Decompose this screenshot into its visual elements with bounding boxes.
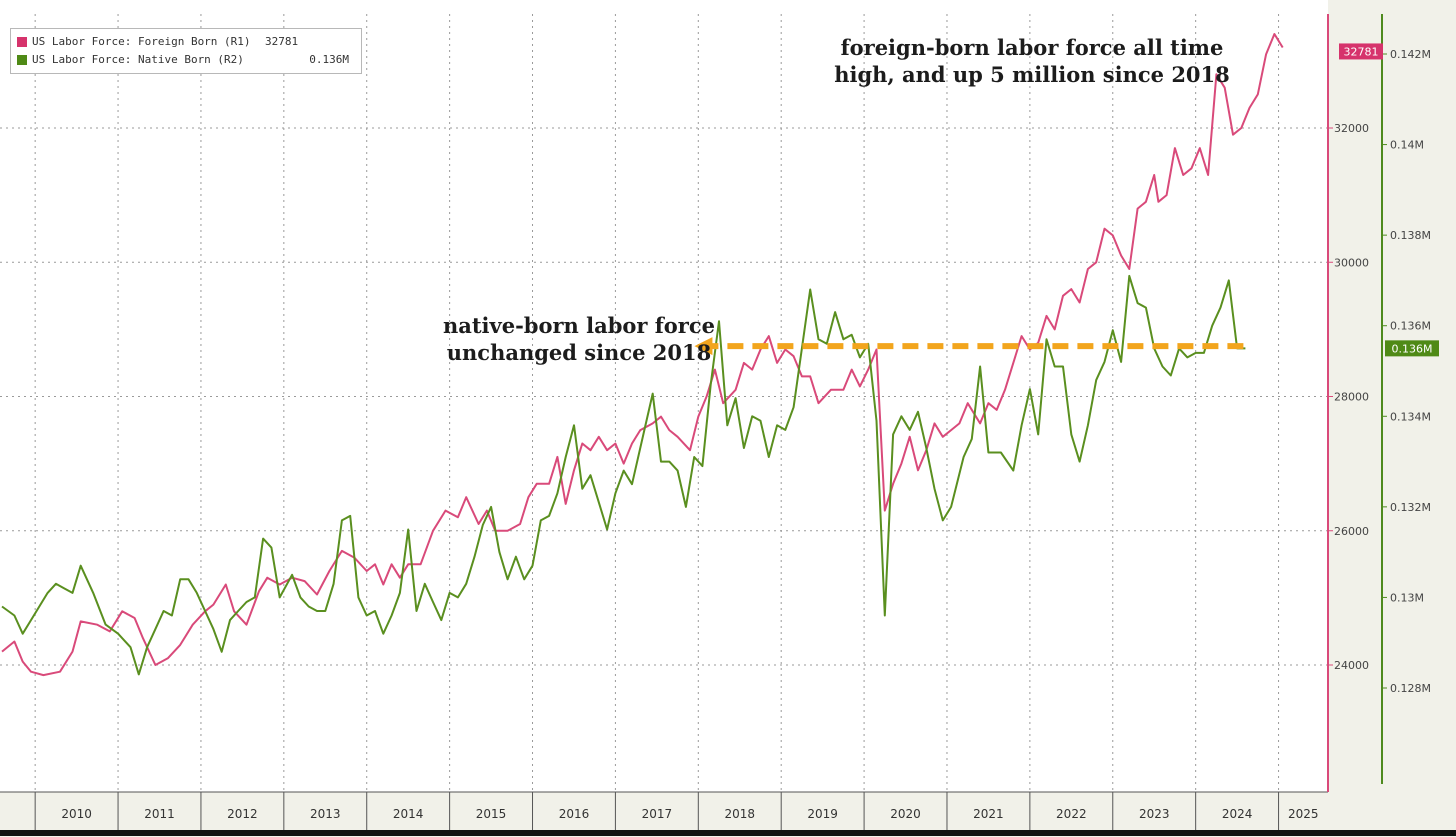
series-line-native-born bbox=[1, 274, 1246, 676]
last-value-badge-foreign-born: 32781 bbox=[1339, 43, 1383, 60]
axis-r1-tick-label: 28000 bbox=[1334, 391, 1369, 404]
axis-r2-tick-label: 0.13M bbox=[1390, 591, 1424, 604]
legend-item-foreign-born: US Labor Force: Foreign Born (R1) 32781 bbox=[17, 35, 357, 51]
x-tick-label: 2025 bbox=[1288, 807, 1319, 821]
x-tick-label: 2021 bbox=[973, 807, 1004, 821]
x-tick-label: 2020 bbox=[890, 807, 921, 821]
gridlines bbox=[0, 14, 1328, 792]
axis-r2-tick-label: 0.132M bbox=[1390, 501, 1431, 514]
x-tick-label: 2017 bbox=[642, 807, 673, 821]
axis-r1-tick-label: 32000 bbox=[1334, 122, 1369, 135]
legend-swatch-foreign-born bbox=[17, 37, 27, 47]
series-lines bbox=[1, 33, 1284, 677]
x-tick-label: 2013 bbox=[310, 807, 341, 821]
badge-text: 32781 bbox=[1344, 45, 1379, 58]
x-tick-label: 2011 bbox=[144, 807, 175, 821]
x-tick-label: 2012 bbox=[227, 807, 258, 821]
badge-bg bbox=[1385, 340, 1439, 357]
legend-item-native-born: US Labor Force: Native Born (R2) 0.136M bbox=[17, 53, 357, 69]
x-axis: 2010 2011 2012 2013 2014 2015 2016 2017 2018 2019… bbox=[0, 791, 1456, 837]
axis-panel bbox=[1328, 0, 1456, 792]
axis-r1-tick-label: 30000 bbox=[1334, 256, 1369, 269]
legend-swatch-native-born bbox=[17, 55, 27, 65]
annotation-native-born: native-born labor force unchanged since … bbox=[414, 312, 744, 366]
axis-r1-tick-label: 24000 bbox=[1334, 659, 1369, 672]
badge-bg bbox=[1339, 43, 1383, 60]
axis-r2-tick-label: 0.14M bbox=[1390, 139, 1424, 152]
x-axis-strip bbox=[0, 792, 1328, 837]
legend-value-foreign-born: 32781 bbox=[265, 35, 299, 48]
axis-r2-tick-label: 0.128M bbox=[1390, 682, 1431, 695]
x-tick-label: 2015 bbox=[476, 807, 507, 821]
right-axis-r1: 24000 26000 28000 30000 32000 bbox=[1327, 0, 1456, 792]
annotation-foreign-born-line-1: foreign-born labor force all time bbox=[840, 35, 1224, 60]
x-tick-label: 2010 bbox=[61, 807, 92, 821]
x-tick-label: 2023 bbox=[1139, 807, 1170, 821]
badge-text: 0.136M bbox=[1392, 342, 1433, 355]
right-axis-r2: 0.128M 0.13M 0.132M 0.134M 0.136M 0.138M 0.14M… bbox=[1339, 14, 1439, 784]
axis-r2-tick-label: 0.136M bbox=[1390, 320, 1431, 333]
arrow-head bbox=[694, 337, 713, 356]
axis-r2-tick-label: 0.134M bbox=[1390, 410, 1431, 423]
x-tick-label: 2019 bbox=[807, 807, 838, 821]
axis-r2-tick-label: 0.138M bbox=[1390, 229, 1431, 242]
annotation-native-born-line-2: unchanged since 2018 bbox=[446, 340, 712, 365]
legend-value-native-born: 0.136M bbox=[309, 53, 349, 66]
legend: US Labor Force: Foreign Born (R1) 32781 … bbox=[10, 28, 362, 74]
annotation-foreign-born: foreign-born labor force all time high, … bbox=[792, 34, 1272, 88]
x-tick-label: 2022 bbox=[1056, 807, 1087, 821]
annotation-foreign-born-line-2: high, and up 5 million since 2018 bbox=[834, 62, 1230, 87]
last-value-badge-native-born: 0.136M bbox=[1385, 340, 1439, 357]
x-tick-label: 2024 bbox=[1222, 807, 1253, 821]
legend-label-foreign-born: US Labor Force: Foreign Born (R1) bbox=[32, 35, 251, 48]
legend-label-native-born: US Labor Force: Native Born (R2) bbox=[32, 53, 244, 66]
x-tick-label: 2014 bbox=[393, 807, 424, 821]
annotation-native-born-line-1: native-born labor force bbox=[442, 313, 716, 338]
x-tick-label: 2018 bbox=[724, 807, 755, 821]
axis-r1-tick-label: 26000 bbox=[1334, 525, 1369, 538]
plot-background bbox=[0, 0, 1328, 792]
axis-r2-tick-label: 0.142M bbox=[1390, 48, 1431, 61]
x-tick-label: 2016 bbox=[559, 807, 590, 821]
